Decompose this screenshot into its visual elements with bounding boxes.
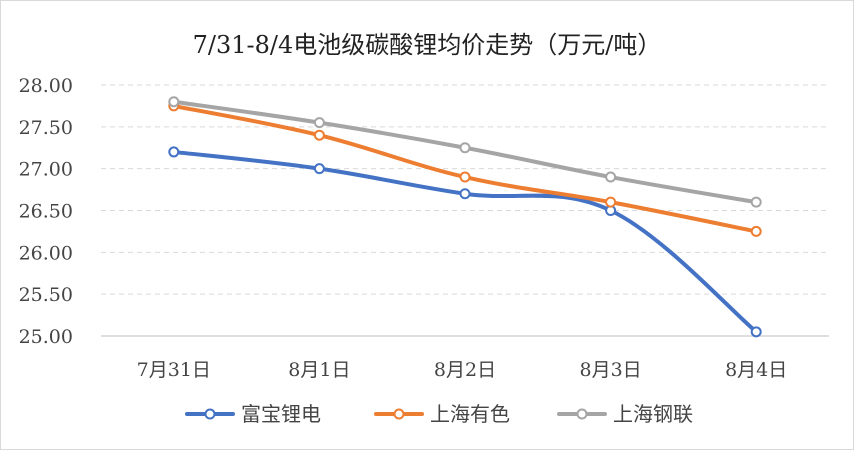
data-point	[168, 96, 180, 108]
x-tick-label: 8月2日	[434, 359, 496, 381]
data-point	[459, 142, 471, 154]
data-point	[605, 171, 617, 183]
y-tick-label: 26.00	[19, 242, 73, 264]
data-point	[313, 163, 325, 175]
x-tick-label: 8月1日	[288, 359, 350, 381]
legend-swatch-marker	[393, 408, 405, 420]
data-point	[313, 117, 325, 129]
series-2	[168, 96, 762, 208]
data-point	[459, 188, 471, 200]
y-tick-label: 26.50	[19, 201, 73, 223]
data-point	[750, 326, 762, 338]
data-point	[750, 225, 762, 237]
legend-item: 富宝锂电	[185, 402, 321, 426]
legend-item: 上海钢联	[557, 402, 693, 426]
series-0	[168, 146, 762, 338]
legend-label: 上海有色	[430, 402, 510, 426]
x-tick-label: 8月3日	[580, 359, 642, 381]
legend-swatch-marker	[576, 408, 588, 420]
data-point	[168, 146, 180, 158]
y-tick-label: 28.00	[19, 75, 73, 97]
data-point	[605, 196, 617, 208]
x-tick-label: 8月4日	[725, 359, 787, 381]
data-point	[313, 129, 325, 141]
y-tick-label: 27.50	[19, 117, 73, 139]
legend-label: 富宝锂电	[241, 402, 321, 426]
data-point	[750, 196, 762, 208]
legend-swatch-marker	[204, 408, 216, 420]
x-tick-label: 7月31日	[137, 359, 211, 381]
y-tick-label: 25.50	[19, 284, 73, 306]
y-tick-label: 25.00	[19, 326, 73, 348]
y-tick-label: 27.00	[19, 159, 73, 181]
data-point	[459, 171, 471, 183]
legend-item: 上海有色	[374, 402, 510, 426]
chart-title: 7/31-8/4电池级碳酸锂均价走势（万元/吨）	[193, 31, 662, 59]
legend-label: 上海钢联	[613, 402, 693, 426]
